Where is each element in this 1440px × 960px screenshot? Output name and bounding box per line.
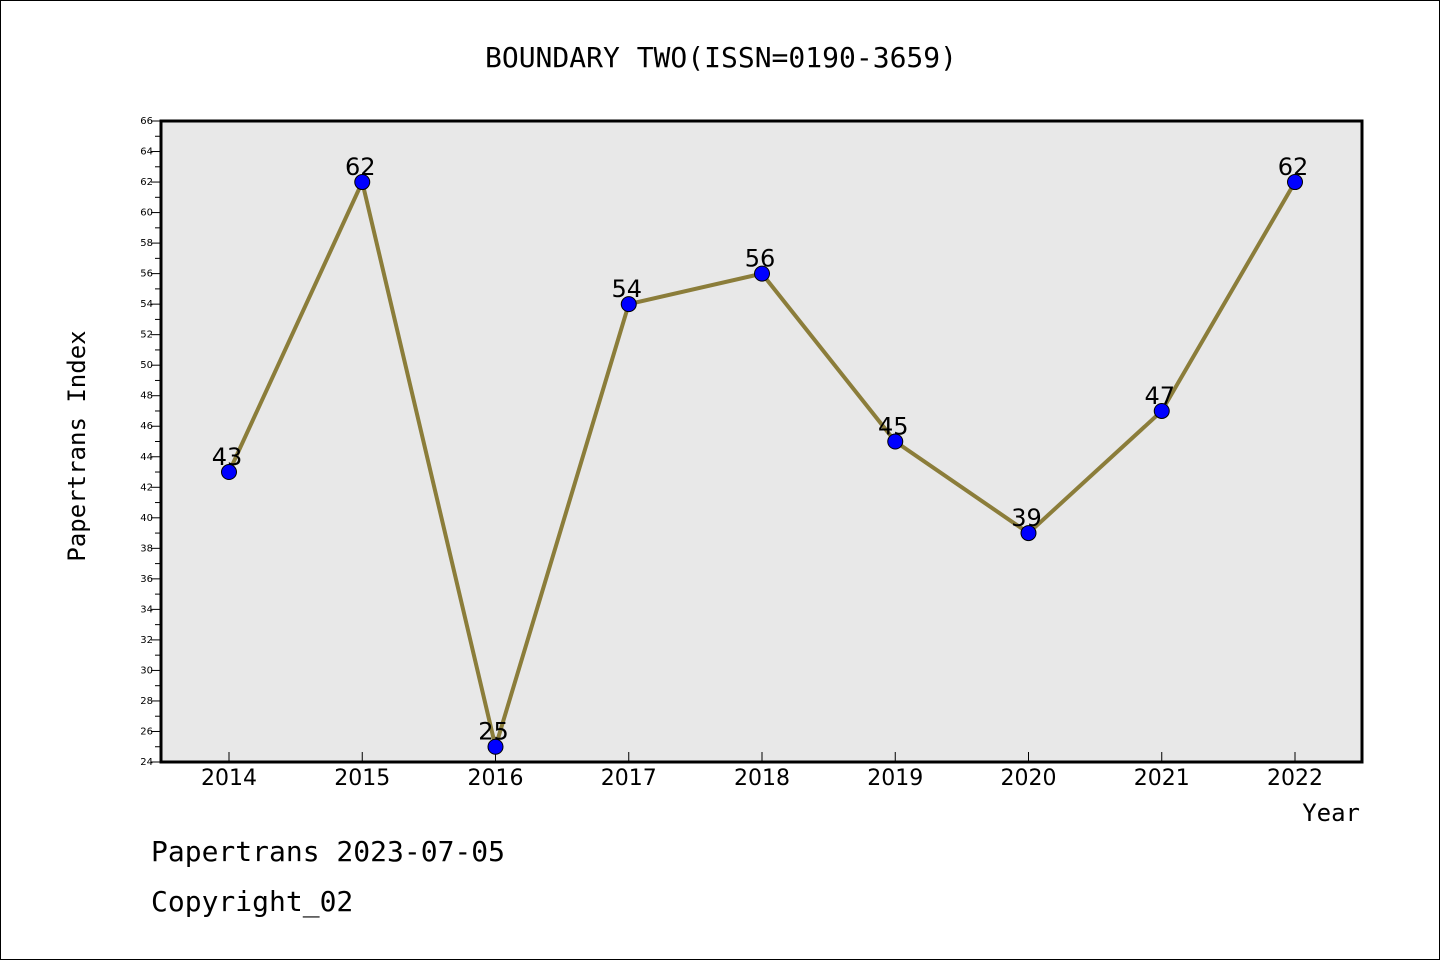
x-tick-label: 2016	[468, 766, 524, 791]
y-tick-label: 52	[140, 330, 153, 341]
data-label: 45	[878, 413, 909, 441]
y-tick-label: 24	[140, 757, 153, 768]
y-tick-label: 32	[140, 635, 153, 646]
data-point	[487, 738, 504, 755]
data-point	[1287, 174, 1303, 191]
y-tick-label: 58	[140, 238, 153, 249]
y-tick-label: 62	[140, 177, 153, 188]
y-tick-label: 34	[140, 604, 153, 615]
data-point	[354, 174, 371, 191]
data-point	[754, 265, 770, 282]
y-tick-label: 28	[140, 696, 153, 707]
y-tick-label: 60	[140, 208, 153, 219]
chart-title: BOUNDARY TWO(ISSN=0190-3659)	[485, 41, 957, 74]
data-label: 47	[1144, 382, 1175, 410]
x-tick-label: 2022	[1267, 766, 1323, 791]
x-tick-label: 2015	[334, 766, 390, 791]
y-tick-label: 38	[140, 543, 153, 554]
y-tick-label: 64	[140, 147, 153, 158]
x-tick-label: 2020	[1001, 766, 1057, 791]
data-labels: 43 62 25 54 56 45 39 47 62	[212, 153, 1309, 746]
x-tick-label: 2018	[734, 766, 790, 791]
data-point	[221, 464, 237, 481]
footer-date: Papertrans 2023-07-05	[151, 835, 506, 868]
y-tick-label: 26	[140, 726, 153, 737]
footer-copyright: Copyright_02	[151, 885, 354, 918]
x-axis-label: Year	[1302, 799, 1360, 827]
series-layer	[221, 174, 1303, 755]
y-tick-label: 40	[140, 513, 153, 524]
y-tick-label: 50	[140, 360, 153, 371]
y-tick-label: 30	[140, 665, 153, 676]
y-axis: 24 26 28 30 32 34 36 38 40 42 44 46 48 50 52 54 56 58 60 62…	[140, 116, 161, 768]
x-tick-label: 2021	[1134, 766, 1190, 791]
data-label: 25	[478, 718, 509, 746]
data-label: 56	[745, 245, 776, 273]
y-tick-label: 48	[140, 391, 153, 402]
data-point	[620, 296, 637, 313]
x-tick-label: 2014	[201, 766, 257, 791]
y-tick-label: 54	[140, 299, 153, 310]
data-label: 62	[345, 153, 376, 181]
y-tick-label: 56	[140, 269, 153, 280]
data-label: 39	[1011, 504, 1042, 532]
data-point	[1020, 525, 1037, 542]
data-label: 54	[611, 275, 642, 303]
data-label: 43	[212, 443, 243, 471]
x-tick-label: 2017	[601, 766, 657, 791]
y-tick-label: 46	[140, 421, 153, 432]
y-tick-label: 42	[140, 482, 153, 493]
data-point	[1153, 402, 1170, 419]
data-label: 62	[1278, 153, 1309, 181]
y-tick-label: 66	[140, 116, 153, 127]
x-tick-label: 2019	[867, 766, 923, 791]
plot-area	[159, 119, 1364, 764]
x-axis: 2014 2015 2016 2017 2018 2019 2020 2021 2022	[201, 752, 1323, 791]
data-point	[887, 433, 904, 450]
y-axis-label: Papertrans Index	[63, 330, 91, 561]
y-tick-label: 36	[140, 574, 153, 585]
y-tick-label: 44	[140, 452, 153, 463]
